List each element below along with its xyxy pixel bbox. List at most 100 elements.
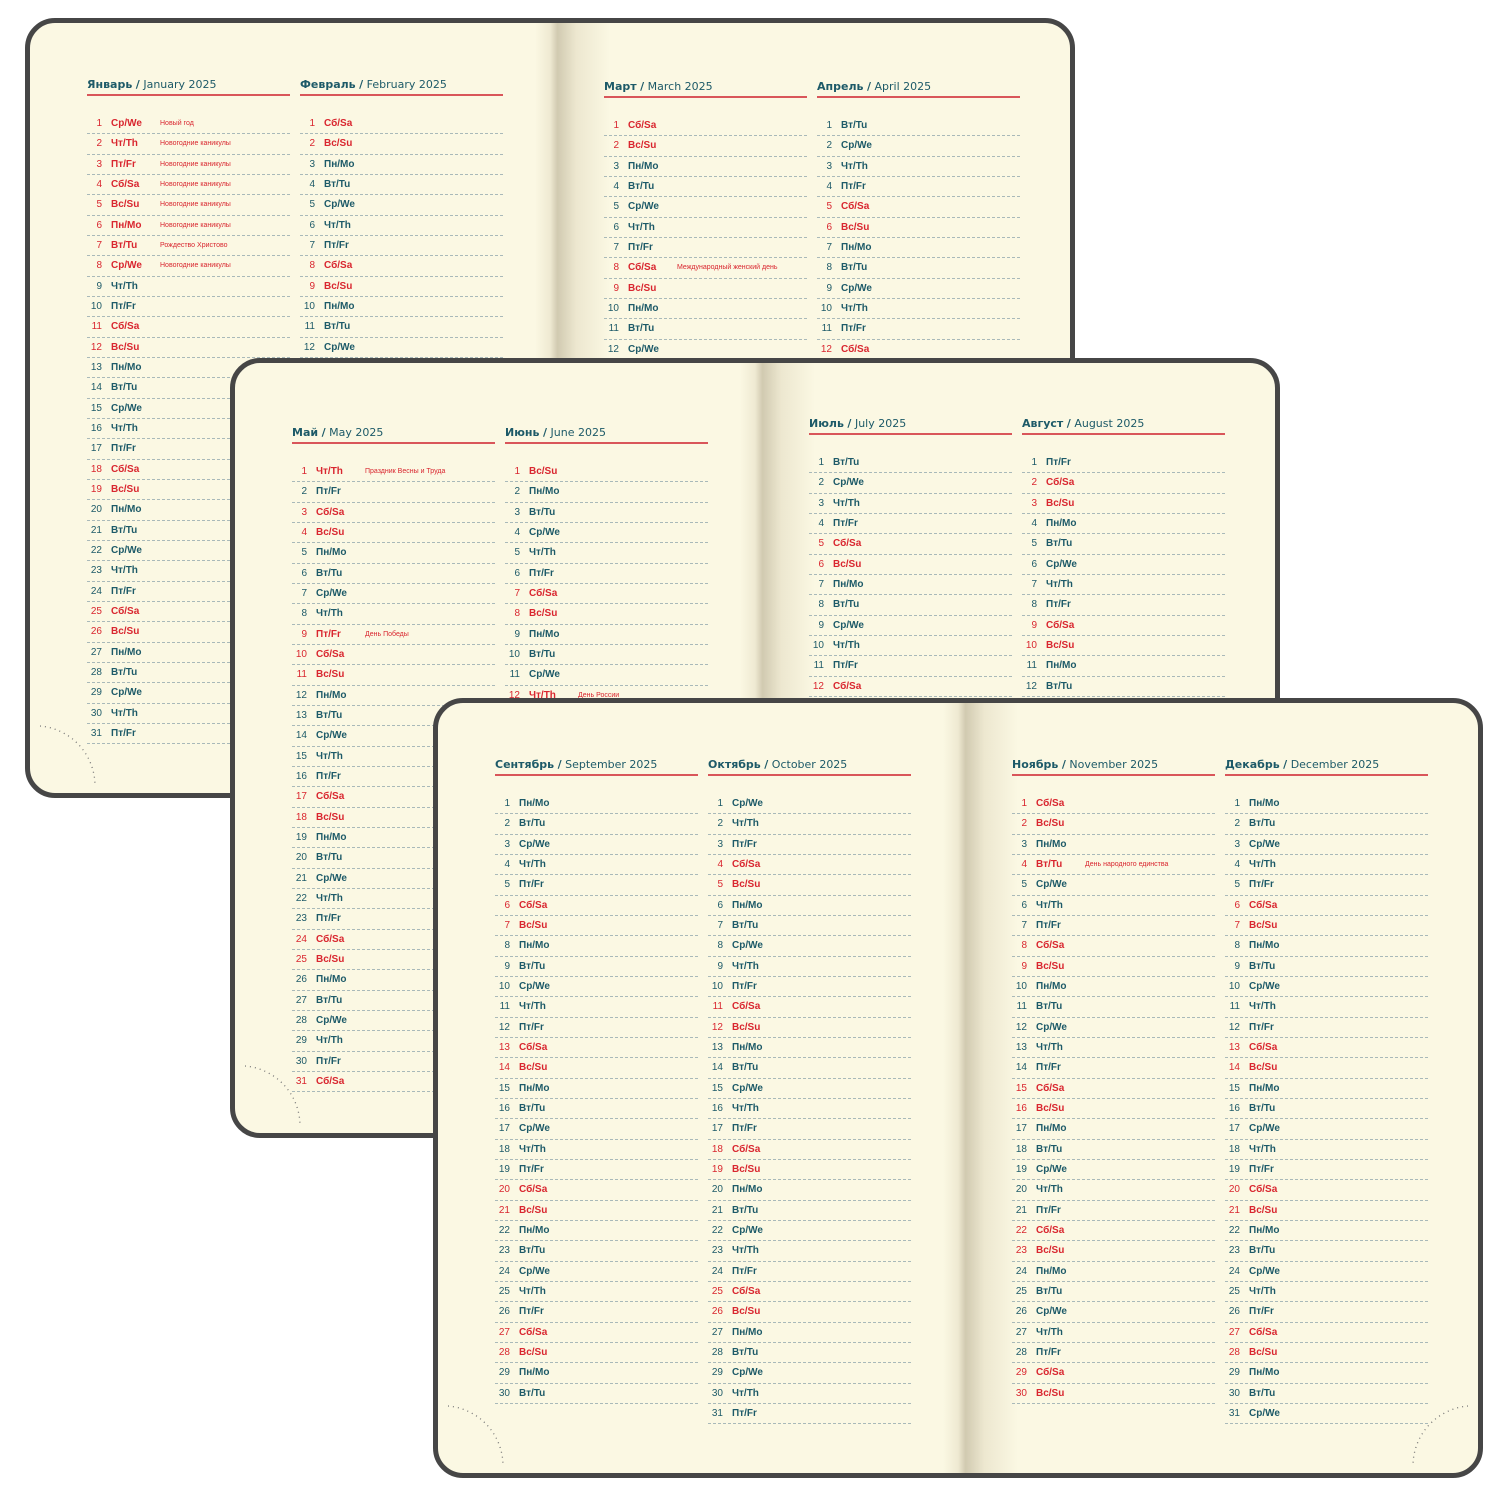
day-number: 15	[295, 750, 307, 762]
day-number: 1	[826, 120, 832, 132]
weekday: Сб/Sa	[1249, 1184, 1278, 1196]
weekday: Ср/We	[519, 1123, 550, 1135]
weekday: Сб/Sa	[841, 343, 870, 355]
weekday: Вт/Tu	[316, 567, 343, 579]
weekday: Ср/We	[1036, 1164, 1067, 1176]
weekday: Сб/Sa	[833, 538, 862, 550]
day-list: 1 Вт/Tu 2 Ср/We 3 Чт/Th 4 Пт/Fr 5 Сб/Sa 6 Вс/Su 7 Пн/…	[817, 116, 1020, 360]
day-row: 9 Сб/Sa	[1022, 616, 1225, 636]
weekday: Пт/Fr	[841, 323, 866, 335]
day-number: 2	[96, 138, 102, 150]
weekday: Чт/Th	[841, 303, 868, 315]
weekday: Сб/Sa	[316, 791, 345, 803]
weekday: Ср/We	[529, 669, 560, 681]
day-row: 10 Пн/Mo	[1012, 977, 1215, 998]
holiday-note: Новогодние каникулы	[160, 181, 231, 189]
month-name-ru: Май	[292, 426, 319, 439]
day-list: 1 Сб/Sa 2 Вс/Su 3 Пн/Mo 4 Вт/Tu День народного е…	[1012, 794, 1215, 1404]
day-row: 13 Сб/Sa	[1225, 1038, 1428, 1059]
weekday: Сб/Sa	[519, 899, 548, 911]
day-number: 21	[1015, 1204, 1027, 1216]
day-row: 9 Пн/Mo	[505, 625, 708, 645]
day-row: 10 Пн/Mo	[604, 299, 807, 320]
holiday-note: Новогодние каникулы	[160, 262, 231, 270]
weekday: Вт/Tu	[111, 667, 138, 679]
weekday: Вс/Su	[628, 282, 657, 294]
day-number: 1	[818, 457, 824, 469]
day-number: 2	[504, 818, 510, 830]
day-number: 29	[1015, 1367, 1027, 1379]
weekday: Чт/Th	[1036, 1326, 1063, 1338]
weekday: Вт/Tu	[111, 524, 138, 536]
weekday: Пн/Mo	[519, 940, 550, 952]
weekday: Вт/Tu	[316, 852, 343, 864]
day-number: 6	[717, 899, 723, 911]
weekday: Сб/Sa	[732, 1286, 761, 1298]
day-number: 8	[1031, 599, 1037, 611]
day-number: 11	[91, 321, 102, 333]
day-number: 7	[826, 242, 832, 254]
day-number: 27	[498, 1326, 510, 1338]
month-column: Август / August 2025 1 Пт/Fr 2 Сб/Sa 3 Вс/Su 4 П…	[1022, 414, 1225, 697]
day-number: 12	[90, 341, 102, 353]
weekday: Сб/Sa	[111, 179, 140, 191]
weekday: Пт/Fr	[519, 879, 544, 891]
day-number: 5	[514, 547, 520, 559]
day-number: 11	[296, 669, 307, 681]
day-number: 2	[1031, 477, 1037, 489]
weekday: Пт/Fr	[732, 838, 757, 850]
day-row: 3 Чт/Th	[817, 157, 1020, 177]
day-number: 12	[711, 1021, 723, 1033]
day-row: 7 Пт/Fr	[1012, 916, 1215, 937]
weekday: Чт/Th	[111, 707, 138, 719]
weekday: Вс/Su	[1036, 960, 1065, 972]
day-row: 26 Ср/We	[1012, 1302, 1215, 1323]
day-number: 19	[295, 832, 307, 844]
weekday: Вт/Tu	[1249, 1387, 1276, 1399]
weekday: Пт/Fr	[316, 771, 341, 783]
holiday-note: Международный женский день	[677, 264, 778, 272]
weekday: Пн/Mo	[1036, 1265, 1067, 1277]
day-row: 10 Пн/Mo	[300, 297, 503, 318]
title-separator: /	[321, 426, 326, 439]
weekday: Ср/We	[111, 118, 142, 130]
day-row: 1 Ср/We	[708, 794, 911, 815]
day-row: 8 Сб/Sa	[300, 256, 503, 277]
day-row: 31 Сб/Sa	[292, 1072, 495, 1093]
weekday: Вт/Tu	[519, 1245, 546, 1257]
holiday-note: Новогодние каникулы	[160, 140, 231, 148]
weekday: Чт/Th	[1036, 1042, 1063, 1054]
weekday: Ср/We	[628, 201, 659, 213]
day-row: 27 Сб/Sa	[495, 1323, 698, 1343]
day-row: 7 Вс/Su	[1225, 916, 1428, 937]
day-number: 14	[1228, 1062, 1240, 1074]
day-number: 1	[504, 798, 510, 810]
day-number: 8	[514, 608, 520, 620]
day-list: 1 Сб/Sa 2 Вс/Su 3 Пн/Mo 4 Вт/Tu 5 Ср/We 6 Чт/Th 7 Пт/…	[300, 114, 503, 358]
day-row: 6 Чт/Th	[604, 218, 807, 238]
day-row: 25 Сб/Sa	[708, 1282, 911, 1303]
weekday: Вс/Su	[111, 199, 140, 211]
day-number: 2	[514, 486, 520, 498]
weekday: Пн/Mo	[628, 160, 659, 172]
day-row: 31 Пт/Fr	[708, 1404, 911, 1425]
day-number: 28	[1228, 1347, 1240, 1359]
day-row: 19 Пт/Fr	[1225, 1160, 1428, 1181]
day-row: 3 Пт/Fr	[708, 835, 911, 855]
day-number: 7	[504, 920, 510, 932]
day-number: 9	[818, 619, 824, 631]
weekday: Сб/Sa	[316, 649, 345, 661]
day-row: 14 Пт/Fr	[1012, 1058, 1215, 1079]
day-row: 11 Ср/We	[505, 665, 708, 686]
day-row: 24 Сб/Sa	[292, 930, 495, 950]
weekday: Ср/We	[1036, 1306, 1067, 1318]
weekday: Вт/Tu	[1036, 1001, 1063, 1013]
day-number: 26	[711, 1306, 723, 1318]
day-number: 8	[613, 262, 619, 274]
day-number: 5	[96, 199, 102, 211]
day-number: 25	[1228, 1286, 1240, 1298]
day-number: 19	[90, 484, 102, 496]
weekday: Сб/Sa	[1046, 619, 1075, 631]
day-row: 4 Чт/Th	[1225, 855, 1428, 876]
day-row: 9 Вс/Su	[604, 279, 807, 299]
